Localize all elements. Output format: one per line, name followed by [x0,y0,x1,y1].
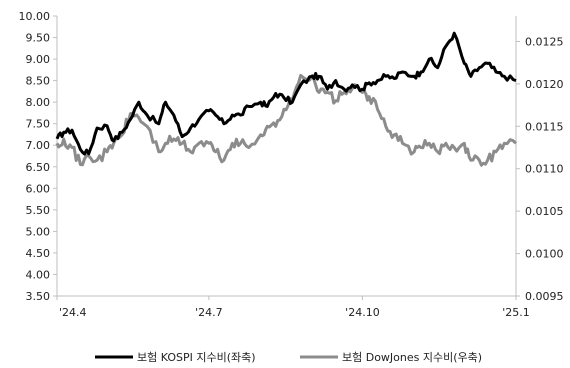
left-axis-tick-label: 8.50 [26,75,51,88]
left-axis-tick-label: 5.00 [26,225,51,238]
x-axis-tick-label: '24.4 [59,306,87,319]
legend-label-dow: 보험 DowJones 지수비(우축) [342,351,482,364]
left-axis-tick-label: 3.50 [26,290,51,303]
left-axis-tick-label: 9.50 [26,32,51,45]
right-axis-tick-label: 0.0115 [525,120,564,133]
left-axis-tick-label: 6.50 [26,161,51,174]
left-axis-tick-label: 4.50 [26,247,51,260]
right-axis-tick-label: 0.0120 [525,78,564,91]
right-axis-tick-labels: 0.0095 0.0100 0.0105 0.0110 0.0115 0.0120 0.01… [516,35,564,303]
left-axis-tick-label: 4.00 [26,268,51,281]
chart-legend: 보험 KOSPI 지수비(좌축) 보험 DowJones 지수비(우축) [95,351,482,364]
left-axis-tick-label: 8.00 [26,96,51,109]
right-axis-tick-label: 0.0095 [525,290,564,303]
right-axis-tick-label: 0.0110 [525,163,564,176]
chart-axes [56,16,517,297]
left-axis-tick-label: 7.50 [26,118,51,131]
right-axis-tick-label: 0.0125 [525,35,564,48]
series-line-dowjones [55,73,518,167]
left-axis-tick-label: 6.00 [26,182,51,195]
legend-label-kospi: 보험 KOSPI 지수비(좌축) [137,351,256,364]
left-axis-tick-label: 10.00 [19,10,51,23]
series-line-kospi [55,31,517,156]
x-axis-tick-label: '24.10 [345,306,380,319]
left-axis-tick-label: 7.00 [26,139,51,152]
right-axis-tick-label: 0.0105 [525,205,564,218]
left-axis-tick-label: 9.00 [26,53,51,66]
series-lines [55,31,518,167]
left-axis-tick-labels: 3.50 4.00 4.50 5.00 5.50 6.00 6.50 7.00 7.50 8.00… [19,10,57,303]
x-axis-tick-label: '24.7 [195,306,223,319]
left-axis-tick-label: 5.50 [26,204,51,217]
right-axis-tick-label: 0.0100 [525,248,564,261]
x-axis-tick-labels: '24.4 '24.7 '24.10 '25.1 [56,296,530,319]
x-axis-tick-label: '25.1 [502,306,530,319]
